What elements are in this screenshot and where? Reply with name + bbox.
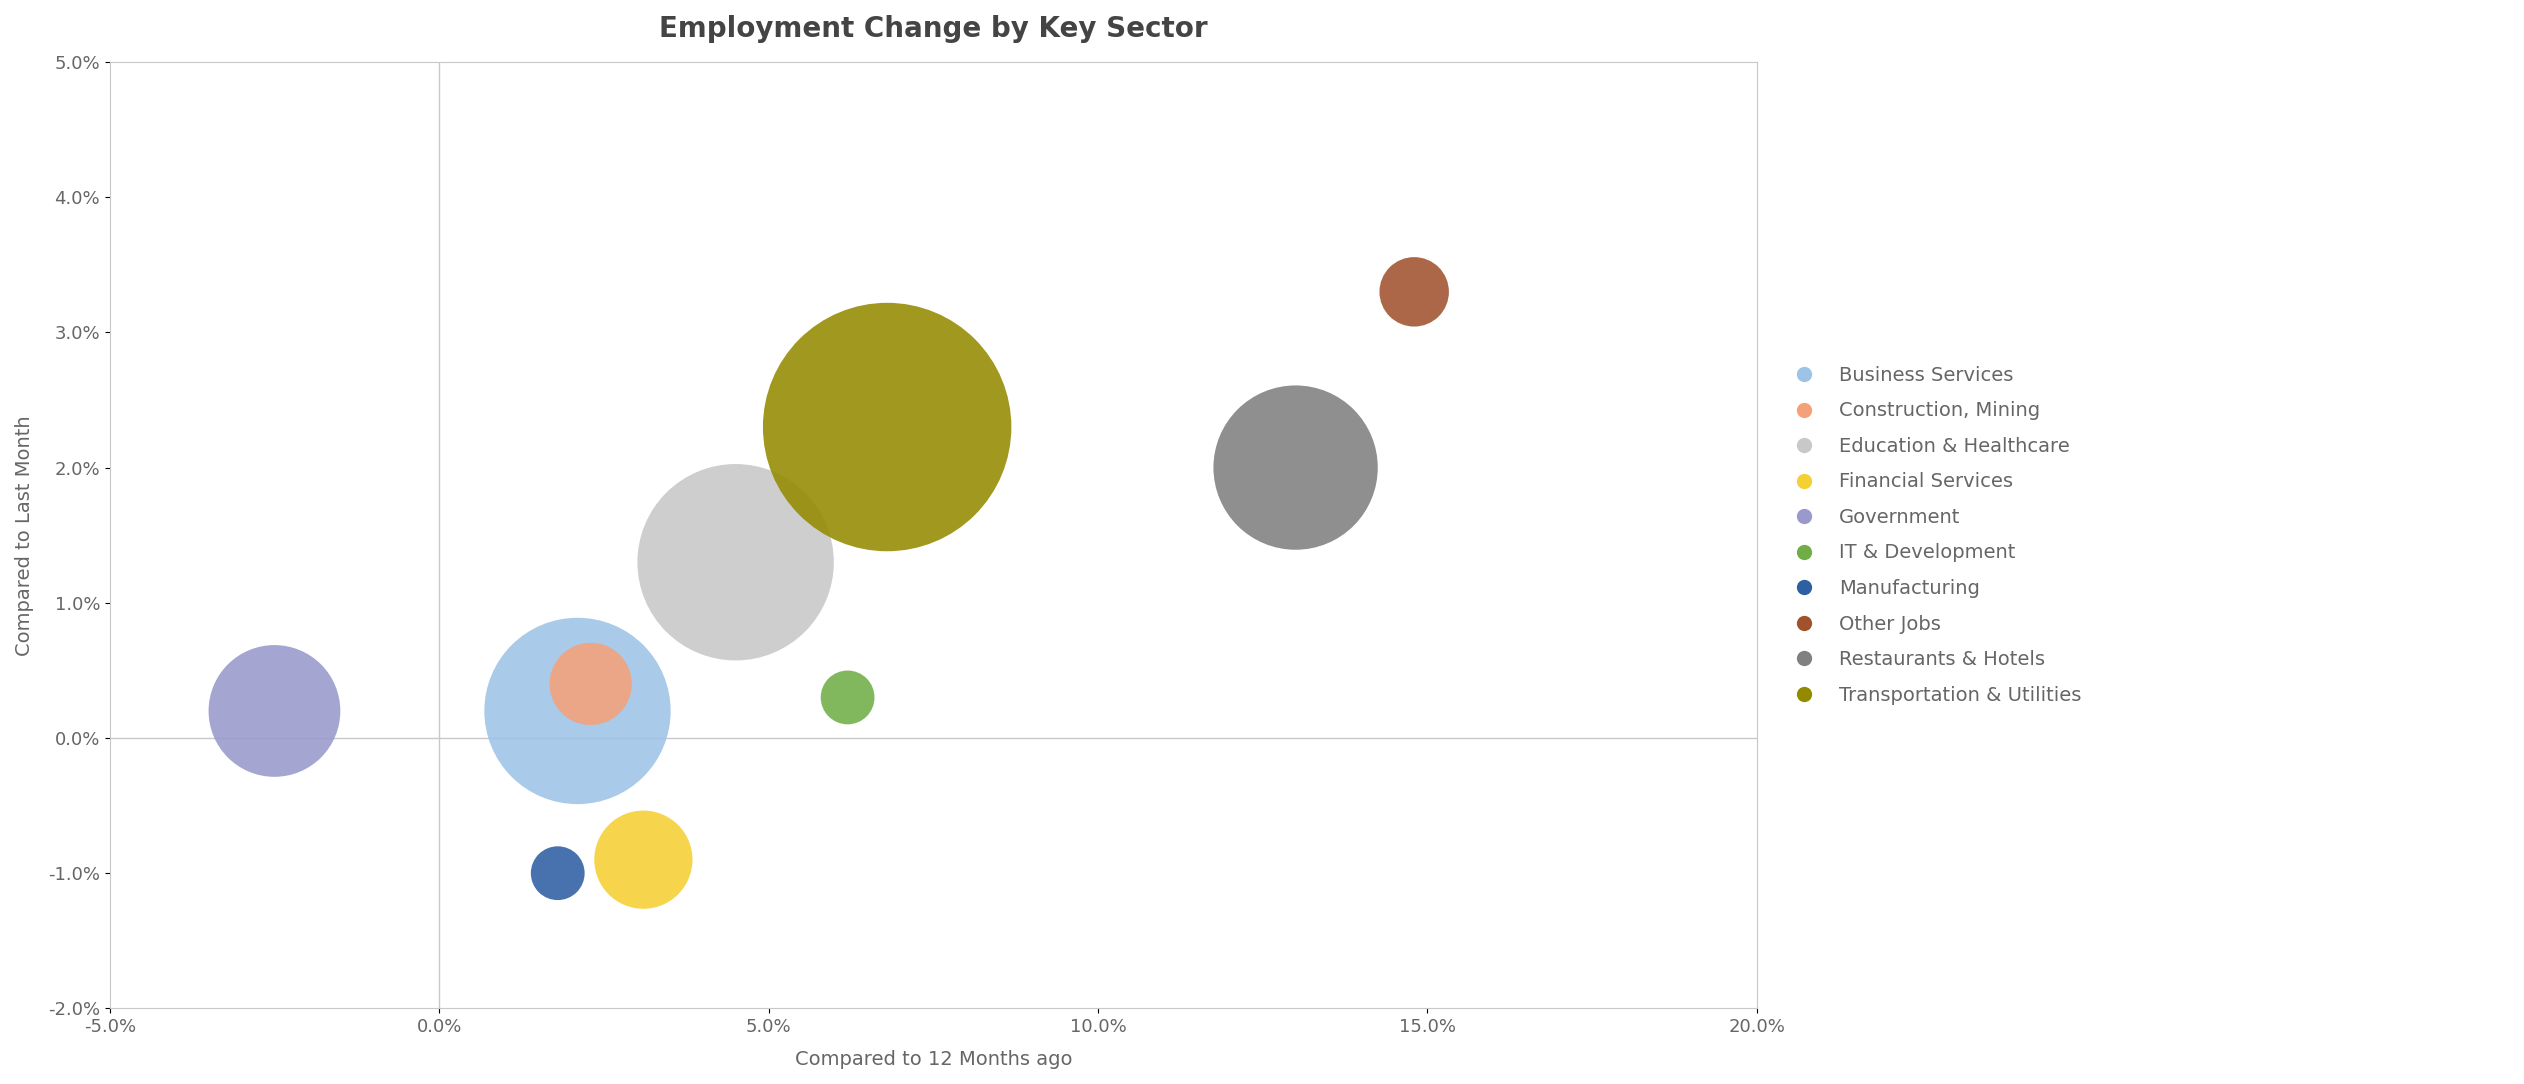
X-axis label: Compared to 12 Months ago: Compared to 12 Months ago [795,1050,1073,1069]
Title: Employment Change by Key Sector: Employment Change by Key Sector [659,15,1206,43]
Financial Services [623,851,664,868]
Other Jobs [1393,283,1434,300]
IT & Development [828,688,868,706]
Business Services [558,702,598,720]
Construction, Mining [570,675,611,693]
Restaurants & Hotels [1275,459,1315,476]
Education & Healthcare [714,554,755,571]
Government [255,702,295,720]
Legend: Business Services, Construction, Mining, Education & Healthcare, Financial Servi: Business Services, Construction, Mining,… [1774,357,2090,714]
Y-axis label: Compared to Last Month: Compared to Last Month [15,415,33,656]
Transportation & Utilities [866,418,906,436]
Manufacturing [538,865,578,882]
